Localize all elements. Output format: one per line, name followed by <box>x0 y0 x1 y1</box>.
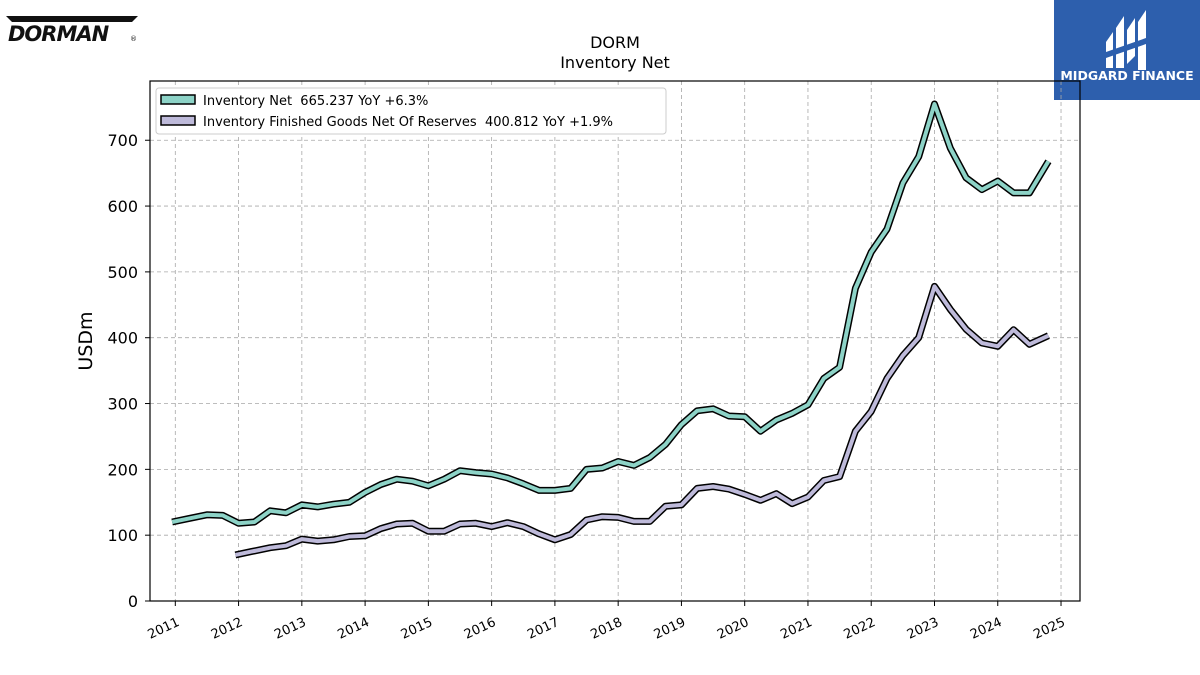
x-tick-label: 2018 <box>589 615 625 643</box>
legend-box <box>155 87 667 135</box>
y-axis-label: USDm <box>75 311 97 370</box>
x-tick-label: 2024 <box>968 615 1004 643</box>
y-tick-label: 100 <box>107 526 138 545</box>
midgard-finance-logo: MIDGARD FINANCE <box>1054 0 1200 100</box>
dorman-logo: DORMAN ® <box>6 16 138 46</box>
legend-label-finished-goods: Inventory Finished Goods Net Of Reserves… <box>203 115 613 130</box>
y-tick-label: 0 <box>128 592 138 611</box>
svg-text:®: ® <box>130 35 137 43</box>
legend-swatch-finished-goods <box>160 115 196 126</box>
legend: Inventory Net 665.237 YoY +6.3% Inventor… <box>155 87 667 135</box>
legend-label-inventory-net: Inventory Net 665.237 YoY +6.3% <box>203 94 428 109</box>
x-tick-label: 2021 <box>778 615 814 643</box>
x-tick-label: 2017 <box>525 615 561 643</box>
chart-title: DORM <box>590 33 640 52</box>
x-tick-label: 2013 <box>272 615 308 643</box>
x-tick-label: 2014 <box>335 615 371 643</box>
series-lines <box>171 100 1052 559</box>
y-tick-label: 600 <box>107 197 138 216</box>
x-tick-label: 2023 <box>905 615 941 643</box>
x-tick-label: 2016 <box>462 615 498 643</box>
series-outline-0 <box>171 100 1052 527</box>
x-axis-ticks: 2011 2012 2013 2014 2015 2016 2017 2018 2019 2020… <box>146 601 1068 643</box>
y-tick-label: 700 <box>107 131 138 150</box>
x-tick-label: 2019 <box>652 615 688 643</box>
grid-lines <box>150 81 1080 602</box>
series-line-0 <box>171 102 1051 526</box>
x-tick-label: 2020 <box>715 615 751 643</box>
y-tick-label: 300 <box>107 395 138 414</box>
x-tick-label: 2011 <box>146 615 182 643</box>
y-axis-ticks: 0 100 200 300 400 500 600 700 <box>107 131 150 611</box>
y-tick-label: 500 <box>107 263 138 282</box>
series-line-1 <box>234 284 1050 557</box>
plot-frame <box>149 80 1081 602</box>
y-tick-label: 200 <box>107 460 138 479</box>
x-tick-label: 2022 <box>842 615 878 643</box>
x-tick-label: 2015 <box>399 615 435 643</box>
dorman-logo-text: DORMAN <box>8 22 110 46</box>
chart-subtitle: Inventory Net <box>560 53 670 72</box>
x-tick-label: 2025 <box>1031 615 1067 643</box>
legend-swatch-inventory-net <box>160 94 196 105</box>
y-tick-label: 400 <box>107 329 138 348</box>
midgard-logo-text: MIDGARD FINANCE <box>1060 68 1193 83</box>
series-outline-1 <box>234 282 1050 559</box>
midgard-emblem-icon <box>1106 10 1146 70</box>
x-tick-label: 2012 <box>209 615 245 643</box>
